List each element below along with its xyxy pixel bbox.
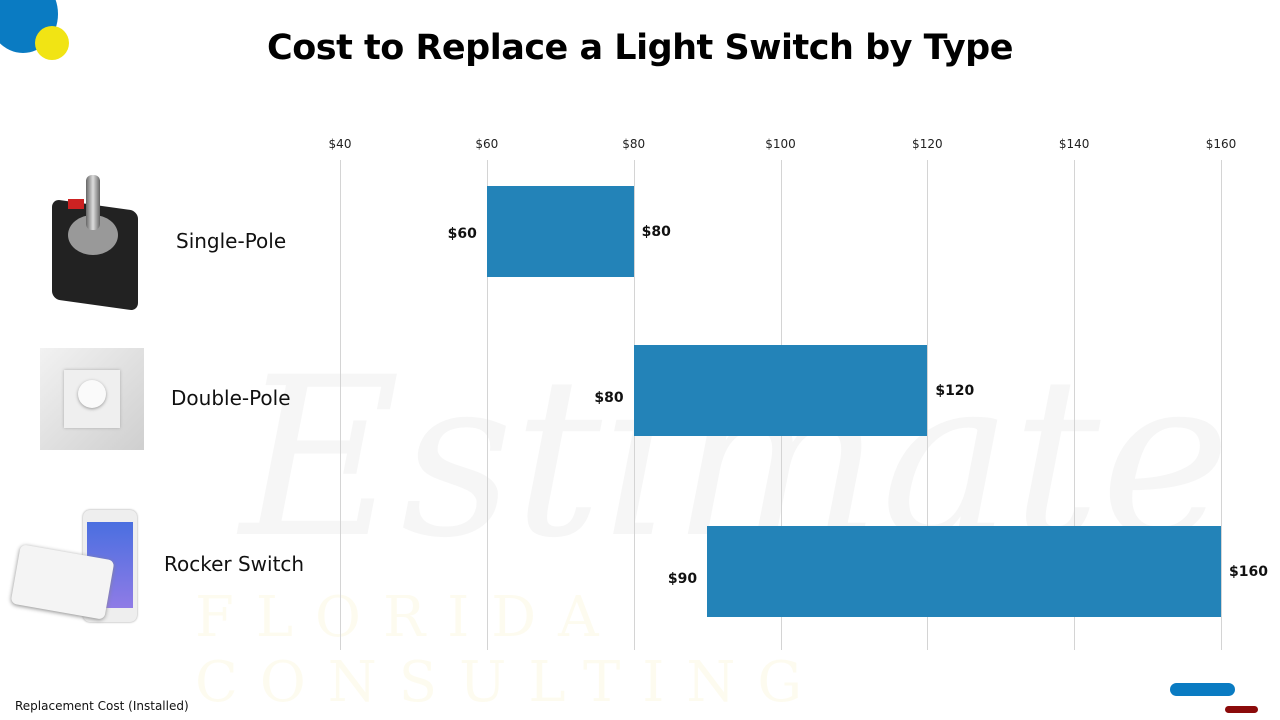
red-accent-bar xyxy=(1225,706,1258,713)
gridline xyxy=(927,160,929,650)
gridline xyxy=(1074,160,1076,650)
x-tick-label: $100 xyxy=(765,137,796,151)
smart-switch-image xyxy=(10,510,140,628)
gridline xyxy=(1221,160,1222,650)
category-label: Single-Pole xyxy=(176,229,287,253)
watermark-sub: FLORIDA CONSULTING xyxy=(195,585,825,715)
gridline xyxy=(486,160,488,650)
data-label-high: $80 xyxy=(641,224,671,240)
bar-single-pole xyxy=(486,186,634,277)
data-label-high: $160 xyxy=(1229,564,1268,580)
x-tick-label: $120 xyxy=(912,137,943,151)
dimmer-switch-image xyxy=(40,348,144,450)
toggle-switch-image xyxy=(48,175,143,312)
x-tick-label: $60 xyxy=(475,137,499,151)
category-label: Double-Pole xyxy=(171,386,291,410)
bar-double-pole xyxy=(633,345,928,436)
gridline xyxy=(340,160,341,650)
data-label-high: $120 xyxy=(935,383,975,399)
data-label-low: $80 xyxy=(594,390,624,406)
blue-accent-bar xyxy=(1170,683,1235,696)
x-tick-label: $80 xyxy=(622,137,646,151)
category-label: Rocker Switch xyxy=(164,552,305,576)
logo-yellow-circle xyxy=(35,26,69,60)
data-label-low: $60 xyxy=(447,226,477,242)
chart-title: Cost to Replace a Light Switch by Type xyxy=(267,28,1013,68)
x-tick-label: $160 xyxy=(1205,137,1237,151)
x-tick-label: $40 xyxy=(328,137,352,151)
bar-rocker-switch xyxy=(707,526,1221,617)
x-tick-label: $140 xyxy=(1058,137,1090,151)
x-axis-label: Replacement Cost (Installed) xyxy=(15,699,189,713)
data-label-low: $90 xyxy=(667,571,698,587)
